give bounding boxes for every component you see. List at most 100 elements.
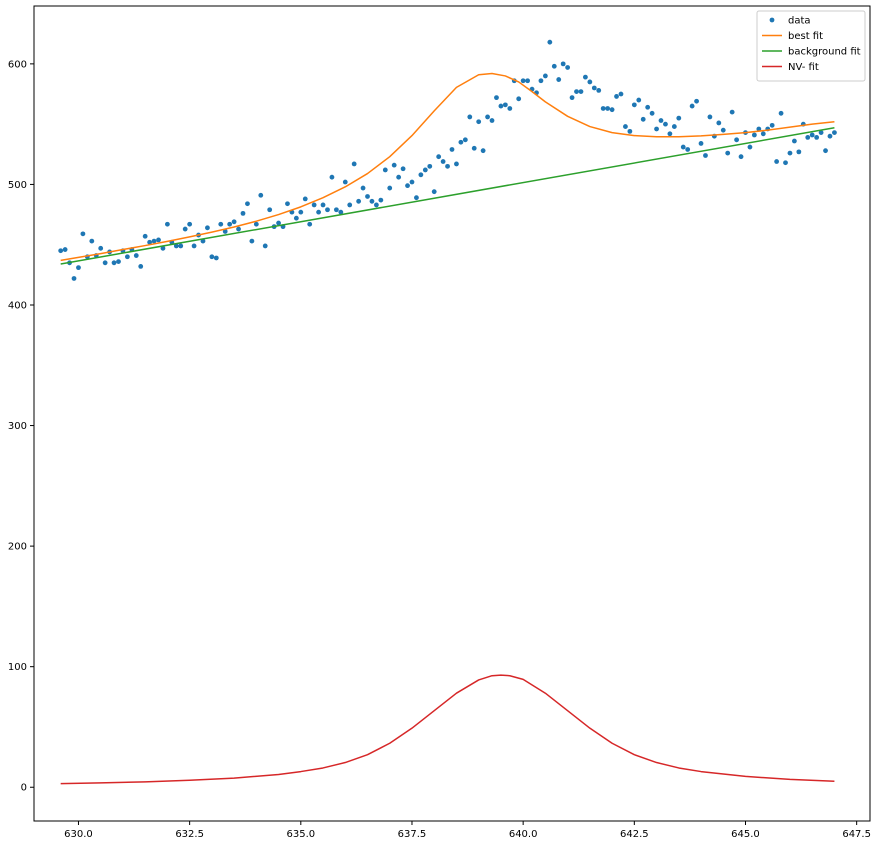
data-point (654, 126, 659, 132)
data-point (302, 196, 308, 202)
data-point (676, 115, 682, 121)
data-point (351, 161, 357, 167)
data-point (591, 85, 597, 91)
x-tick-label: 637.5 (398, 829, 427, 840)
data-point (556, 77, 562, 82)
data-point (751, 132, 757, 138)
data-point (685, 147, 691, 152)
y-tick-label: 100 (8, 662, 27, 673)
data-point (440, 159, 446, 164)
data-point (258, 192, 264, 198)
data-point (680, 144, 686, 150)
data-point (716, 120, 722, 126)
x-tick-label: 647.5 (842, 829, 871, 840)
legend-box (756, 10, 866, 82)
data-point (191, 243, 197, 249)
data-point (516, 96, 522, 102)
data-point (449, 147, 455, 152)
data-point (311, 202, 317, 208)
legend-label: background fit (788, 47, 861, 58)
data-point (778, 110, 784, 116)
data-point (667, 131, 673, 137)
data-point (560, 61, 566, 67)
legend-item-nv-fit: NV- fit (762, 62, 819, 73)
data-point (698, 141, 704, 146)
data-point (98, 245, 104, 251)
data-point (147, 239, 153, 245)
data-point (236, 226, 241, 232)
data-point (342, 179, 348, 185)
data-point (471, 145, 477, 151)
data-point (231, 219, 237, 225)
x-tick-label: 635.0 (286, 829, 315, 840)
data-point (476, 119, 482, 125)
data-point (494, 95, 499, 101)
data-point (347, 202, 353, 208)
data-point (587, 79, 593, 85)
data-point (329, 174, 335, 180)
data-point (213, 255, 219, 261)
data-point (400, 166, 406, 172)
data-point (814, 135, 820, 140)
data-point (542, 73, 548, 79)
data-point (249, 238, 255, 244)
data-point (133, 253, 139, 258)
data-point (649, 110, 655, 116)
data-point (80, 231, 86, 237)
data-point (614, 94, 619, 99)
legend-label: NV- fit (788, 62, 819, 73)
data-point (574, 89, 579, 94)
data-point (360, 185, 366, 191)
data-point (467, 114, 473, 120)
data-point (671, 124, 677, 129)
legend-label: best fit (788, 31, 823, 42)
data-point (609, 107, 615, 113)
data-point (267, 207, 273, 213)
y-tick-label: 400 (8, 300, 27, 311)
data-point (725, 150, 731, 156)
series-nv-fit-line (60, 674, 835, 785)
data-point (431, 189, 437, 195)
data-point (600, 106, 606, 111)
data-point (747, 144, 753, 150)
data-point (507, 106, 513, 111)
data-point (298, 209, 304, 215)
data-point (142, 233, 148, 239)
data-point (729, 109, 735, 115)
series-background-fit-line (60, 127, 835, 265)
data-point (276, 220, 281, 226)
data-point (631, 102, 637, 108)
data-point (160, 245, 166, 251)
y-tick-label: 600 (8, 59, 27, 70)
data-point (333, 207, 339, 213)
x-tick-label: 645.0 (731, 829, 760, 840)
data-point (218, 221, 224, 227)
data-point (485, 114, 490, 120)
data-point (787, 150, 793, 156)
x-tick-label: 642.5 (620, 829, 649, 840)
data-point (138, 264, 144, 269)
legend-marker (769, 17, 775, 23)
data-point (583, 74, 588, 80)
data-point (369, 198, 375, 204)
data-point (156, 237, 161, 243)
data-point (124, 254, 130, 260)
data-point (596, 87, 602, 93)
data-point (338, 209, 344, 215)
data-point (805, 135, 811, 140)
data-point (783, 160, 788, 166)
data-point (187, 221, 193, 227)
data-point (689, 103, 695, 109)
plot-area (58, 39, 837, 785)
data-point (458, 139, 464, 145)
data-point (707, 114, 713, 120)
data-point (391, 162, 397, 168)
data-point (111, 260, 117, 266)
data-point (645, 104, 651, 110)
data-point (387, 185, 393, 191)
data-point (720, 127, 726, 133)
y-axis: 0 100 200 300 400 500 600 (8, 59, 34, 794)
data-point (769, 122, 775, 128)
data-point (618, 91, 624, 97)
